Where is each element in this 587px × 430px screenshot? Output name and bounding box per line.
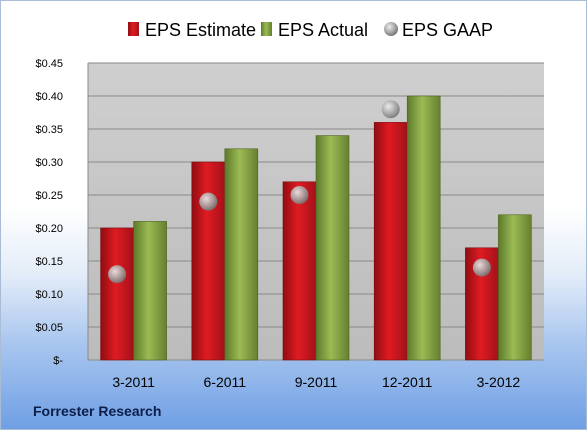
x-tick-label: 3-2012 [477,374,521,390]
bar-eps-estimate [100,227,134,361]
bar-eps-estimate [373,122,408,361]
legend-swatch-eps-estimate [128,22,139,36]
point-eps-gaap [381,100,400,119]
bar-eps-actual [406,95,441,361]
y-tick-label: $0.35 [35,124,63,136]
legend-label: EPS GAAP [402,20,493,40]
bar-eps-actual [498,214,532,361]
plot-area: $- $0.05 $0.10 $0.15 $0.20 $0.25 $0.30 $0.35 $0.… [35,58,544,390]
source-label: Forrester Research [33,403,162,419]
y-tick-label: $0.45 [35,58,63,70]
y-tick-label: $0.05 [35,322,63,334]
x-tick-label: 3-2011 [112,374,155,390]
bar-eps-estimate [282,181,317,361]
point-eps-gaap [472,258,491,277]
x-tick-label: 12-2011 [382,374,433,390]
y-tick-label: $0.20 [35,223,63,235]
y-tick-label: $0.40 [35,91,63,103]
bar-eps-actual [315,135,350,361]
legend-label: EPS Actual [278,20,368,40]
x-tick-label: 9-2011 [295,374,338,390]
legend-swatch-eps-actual [261,22,272,36]
y-tick-label: $0.15 [35,256,63,268]
legend-label: EPS Estimate [145,20,256,40]
bar-eps-actual [224,148,259,361]
point-eps-gaap [108,265,127,284]
x-tick-label: 6-2011 [204,374,247,390]
y-tick-label: $- [53,355,63,367]
point-eps-gaap [199,192,218,211]
bar-eps-estimate [191,161,226,361]
y-tick-label: $0.30 [35,157,63,169]
legend-swatch-eps-gaap [384,22,398,36]
legend: EPS Estimate EPS Actual EPS GAAP [128,20,493,40]
point-eps-gaap [290,186,309,204]
y-tick-label: $0.10 [35,289,63,301]
bar-eps-actual [133,221,167,361]
y-tick-label: $0.25 [35,190,63,202]
